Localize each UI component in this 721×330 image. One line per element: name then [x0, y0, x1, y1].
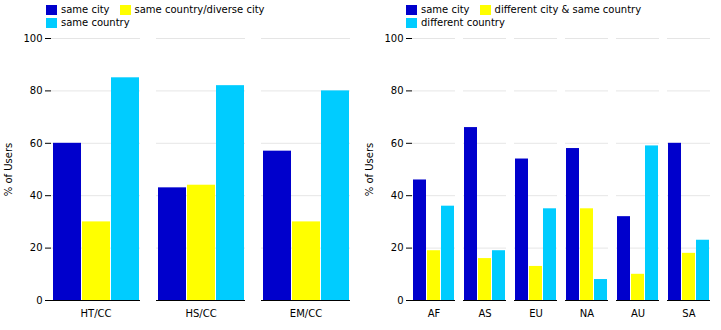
svg-text:% of Users: % of Users	[364, 143, 375, 197]
svg-text:40: 40	[391, 190, 404, 201]
html-text:different country: different country	[421, 17, 505, 28]
svg-text:HS/CC: HS/CC	[185, 308, 216, 319]
svg-text:60: 60	[391, 138, 404, 149]
svg-text:40: 40	[30, 190, 43, 201]
html-text:same city: same city	[61, 4, 110, 15]
svg-text:0: 0	[36, 295, 42, 306]
html-text:same city: same city	[421, 4, 470, 15]
svg-text:80: 80	[30, 85, 43, 96]
html-text:same country: same country	[61, 17, 130, 28]
svg-text:NA: NA	[580, 308, 594, 319]
svg-text:SA: SA	[682, 308, 696, 319]
html-text:same country/diverse city: same country/diverse city	[134, 4, 265, 15]
svg-text:80: 80	[391, 85, 404, 96]
svg-text:60: 60	[30, 138, 43, 149]
html-text:different city & same country: different city & same country	[494, 4, 642, 15]
svg-text:20: 20	[391, 242, 404, 253]
svg-text:HT/CC: HT/CC	[81, 308, 112, 319]
svg-text:20: 20	[30, 242, 43, 253]
svg-text:100: 100	[384, 33, 403, 44]
svg-text:EU: EU	[529, 308, 543, 319]
svg-text:AU: AU	[631, 308, 645, 319]
svg-text:100: 100	[23, 33, 42, 44]
svg-text:% of Users: % of Users	[3, 143, 14, 197]
svg-text:EM/CC: EM/CC	[290, 308, 322, 319]
svg-text:AF: AF	[428, 308, 441, 319]
svg-text:0: 0	[397, 295, 403, 306]
svg-text:AS: AS	[478, 308, 491, 319]
